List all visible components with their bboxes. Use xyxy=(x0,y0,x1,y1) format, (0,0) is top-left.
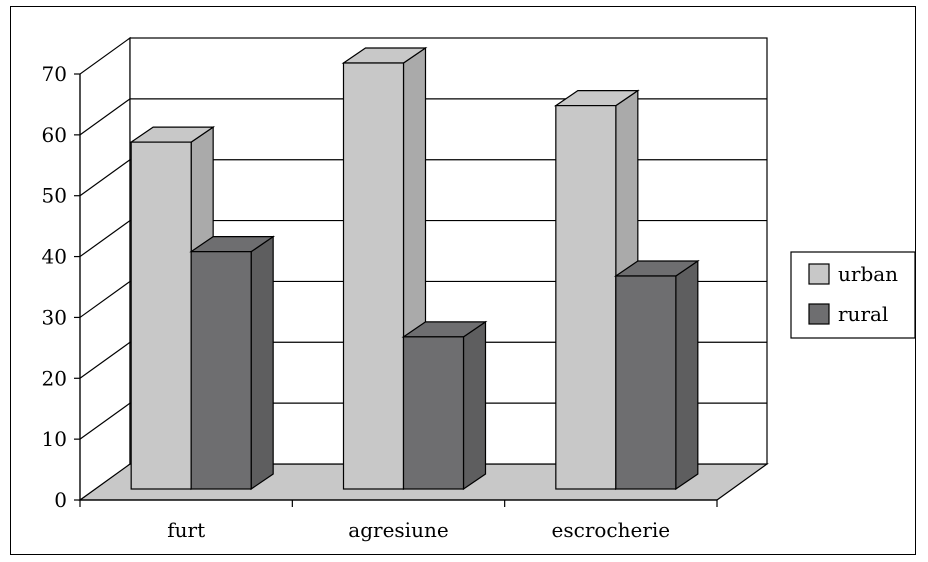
y-tick-label: 70 xyxy=(42,62,67,86)
side-wall xyxy=(79,36,131,502)
legend-swatch-rural xyxy=(808,303,830,325)
y-tick-label: 0 xyxy=(54,488,67,512)
gridline-side xyxy=(79,159,131,197)
bar-rural-furt xyxy=(250,235,274,491)
y-tick-label: 40 xyxy=(42,245,67,269)
bar-rural-agresiune xyxy=(462,320,487,491)
x-tick-label: escrocherie xyxy=(552,518,671,542)
y-tick-label: 60 xyxy=(42,123,67,147)
x-tick-label: furt xyxy=(167,518,205,542)
legend-label-rural: rural xyxy=(838,302,888,326)
bar-rural-escrocherie xyxy=(675,259,699,491)
axes xyxy=(74,73,718,507)
y-tick-label: 10 xyxy=(42,427,67,451)
bar-front-urban-agresiune xyxy=(342,62,405,490)
bar-front-rural-agresiune xyxy=(402,336,465,490)
gridline-side xyxy=(79,341,131,379)
y-tick-label: 30 xyxy=(42,305,67,329)
y-tick-label: 20 xyxy=(42,366,67,390)
bar-front-urban-escrocherie xyxy=(555,104,617,490)
legend-label-urban: urban xyxy=(838,262,898,286)
y-tick-labels: 0 10 20 30 40 50 60 70 xyxy=(42,62,67,512)
x-tick-labels: furt agresiune escrocherie xyxy=(167,518,670,542)
gridline-side xyxy=(79,280,131,318)
bar-front-urban-furt xyxy=(130,141,192,490)
bar-front-rural-furt xyxy=(190,251,252,490)
gridline-side xyxy=(79,402,131,440)
x-tick-label: agresiune xyxy=(348,518,448,542)
legend-swatch-urban xyxy=(808,263,830,285)
gridline-side xyxy=(79,220,131,258)
y-tick-label: 50 xyxy=(42,184,67,208)
gridline-side xyxy=(79,98,131,136)
bars xyxy=(129,46,700,491)
bar-front-rural-escrocherie xyxy=(615,275,677,490)
legend: urban rural xyxy=(790,251,916,339)
